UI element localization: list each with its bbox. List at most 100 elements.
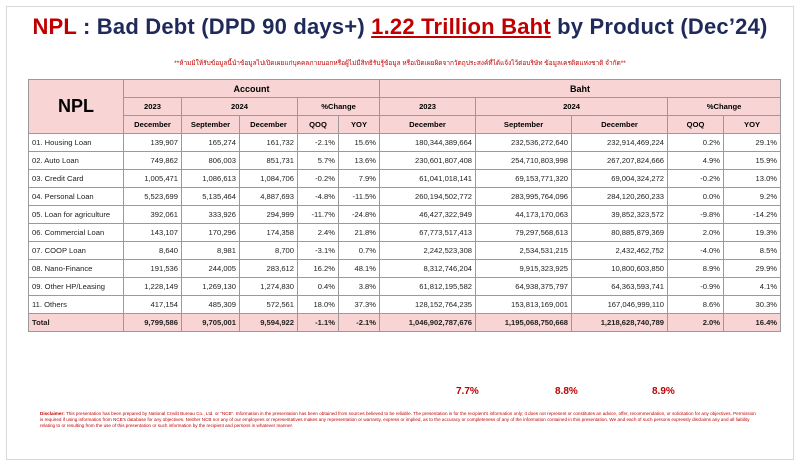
- total-row: Total 9,799,586 9,705,001 9,594,922 -1.1…: [28, 313, 782, 332]
- header-account-sep24: September: [181, 115, 240, 134]
- account-dec-2024: 8,700: [239, 241, 298, 260]
- account-dec-2024: 4,887,693: [239, 187, 298, 206]
- baht-qoq: -0.9%: [667, 277, 725, 296]
- header-baht-2024: 2024: [475, 97, 669, 116]
- growth-2023: 7.7%: [456, 386, 479, 397]
- baht-qoq: 8.9%: [667, 259, 725, 278]
- header-baht: Baht: [379, 79, 782, 98]
- baht-sep-2024: 232,536,272,640: [475, 133, 573, 152]
- account-dec-2024: 283,612: [239, 259, 298, 278]
- baht-dec-2024: 39,852,323,572: [571, 205, 669, 224]
- total-label: Total: [28, 313, 124, 332]
- baht-qoq: 2.0%: [667, 223, 725, 242]
- row-label: 03. Credit Card: [28, 169, 124, 188]
- header-account-dec24: December: [239, 115, 298, 134]
- baht-dec-2023: 180,344,389,664: [379, 133, 477, 152]
- table-row: 05. Loan for agriculture 392,061 333,926…: [28, 205, 782, 224]
- account-dec-2024: 161,732: [239, 133, 298, 152]
- account-qoq: -11.7%: [297, 205, 339, 224]
- account-dec-2024: 294,999: [239, 205, 298, 224]
- title-npl: NPL: [32, 14, 77, 39]
- table-row: 07. COOP Loan 8,640 8,981 8,700 -3.1% 0.…: [28, 241, 782, 260]
- baht-qoq: -0.2%: [667, 169, 725, 188]
- row-label: 04. Personal Loan: [28, 187, 124, 206]
- table-row: 11. Others 417,154 485,309 572,561 18.0%…: [28, 295, 782, 314]
- header-baht-dec23: December: [379, 115, 477, 134]
- baht-yoy: 19.3%: [723, 223, 782, 242]
- confidentiality-note: **ห้ามมิให้รับข้อมูลนี้นำข้อมูลไปเปิดเผย…: [174, 60, 626, 67]
- account-dec-2023: 1,228,149: [123, 277, 182, 296]
- account-sep-2024: 333,926: [181, 205, 240, 224]
- disclaimer-text: This presentation has been prepared by N…: [40, 411, 756, 428]
- baht-dec-2023: 46,427,322,949: [379, 205, 477, 224]
- baht-yoy: 9.2%: [723, 187, 782, 206]
- baht-qoq: -9.8%: [667, 205, 725, 224]
- table-row: 08. Nano-Finance 191,536 244,005 283,612…: [28, 259, 782, 278]
- growth-sep-2024: 8.8%: [555, 386, 578, 397]
- baht-dec-2024: 232,914,469,224: [571, 133, 669, 152]
- baht-qoq: 8.6%: [667, 295, 725, 314]
- account-sep-2024: 170,296: [181, 223, 240, 242]
- header-account-yoy: YOY: [337, 115, 381, 134]
- header-baht-sep24: September: [475, 115, 573, 134]
- baht-dec-2024: 10,800,603,850: [571, 259, 669, 278]
- baht-dec-2023: 128,152,764,235: [379, 295, 477, 314]
- baht-qoq: -4.0%: [667, 241, 725, 260]
- row-label: 11. Others: [28, 295, 124, 314]
- baht-sep-2024: 69,153,771,320: [475, 169, 573, 188]
- header-account-2023: 2023: [123, 97, 182, 116]
- account-dec-2023: 139,907: [123, 133, 182, 152]
- baht-qoq: 4.9%: [667, 151, 725, 170]
- baht-yoy: 29.9%: [723, 259, 782, 278]
- account-yoy: 48.1%: [337, 259, 381, 278]
- account-dec-2023: 392,061: [123, 205, 182, 224]
- baht-dec-2023: 230,601,807,408: [379, 151, 477, 170]
- baht-sep-2024: 9,915,323,925: [475, 259, 573, 278]
- baht-sep-2024: 283,995,764,096: [475, 187, 573, 206]
- baht-dec-2023: 8,312,746,204: [379, 259, 477, 278]
- baht-sep-2024: 254,710,803,998: [475, 151, 573, 170]
- total-baht-qoq: 2.0%: [667, 313, 725, 332]
- account-qoq: 16.2%: [297, 259, 339, 278]
- header-baht-dec24: December: [571, 115, 669, 134]
- account-sep-2024: 806,003: [181, 151, 240, 170]
- table-row: 03. Credit Card 1,005,471 1,086,613 1,08…: [28, 169, 782, 188]
- title-amount: 1.22 Trillion Baht: [371, 14, 551, 39]
- account-sep-2024: 165,274: [181, 133, 240, 152]
- row-label: 01. Housing Loan: [28, 133, 124, 152]
- account-yoy: 15.6%: [337, 133, 381, 152]
- header-baht-yoy: YOY: [723, 115, 782, 134]
- account-dec-2024: 174,358: [239, 223, 298, 242]
- account-dec-2023: 8,640: [123, 241, 182, 260]
- baht-sep-2024: 79,297,568,613: [475, 223, 573, 242]
- account-qoq: 18.0%: [297, 295, 339, 314]
- baht-dec-2024: 80,885,879,369: [571, 223, 669, 242]
- account-dec-2023: 5,523,699: [123, 187, 182, 206]
- baht-dec-2024: 267,207,824,666: [571, 151, 669, 170]
- baht-dec-2024: 64,363,593,741: [571, 277, 669, 296]
- account-qoq: 5.7%: [297, 151, 339, 170]
- account-yoy: 0.7%: [337, 241, 381, 260]
- table-row: 02. Auto Loan 749,862 806,003 851,731 5.…: [28, 151, 782, 170]
- table-row: 01. Housing Loan 139,907 165,274 161,732…: [28, 133, 782, 152]
- account-qoq: -4.8%: [297, 187, 339, 206]
- header-account-2024: 2024: [181, 97, 298, 116]
- account-dec-2023: 417,154: [123, 295, 182, 314]
- account-yoy: 21.8%: [337, 223, 381, 242]
- baht-dec-2024: 2,432,462,752: [571, 241, 669, 260]
- table-row: 04. Personal Loan 5,523,699 5,135,464 4,…: [28, 187, 782, 206]
- account-dec-2023: 749,862: [123, 151, 182, 170]
- account-dec-2024: 851,731: [239, 151, 298, 170]
- total-account-yoy: -2.1%: [337, 313, 381, 332]
- account-sep-2024: 244,005: [181, 259, 240, 278]
- total-baht-yoy: 16.4%: [723, 313, 782, 332]
- row-label: 07. COOP Loan: [28, 241, 124, 260]
- table-row: 06. Commercial Loan 143,107 170,296 174,…: [28, 223, 782, 242]
- total-baht-dec-2024: 1,218,628,740,789: [571, 313, 669, 332]
- baht-yoy: 29.1%: [723, 133, 782, 152]
- baht-qoq: 0.2%: [667, 133, 725, 152]
- account-yoy: 13.6%: [337, 151, 381, 170]
- header-account: Account: [122, 79, 381, 98]
- account-yoy: -11.5%: [337, 187, 381, 206]
- baht-dec-2024: 167,046,999,110: [571, 295, 669, 314]
